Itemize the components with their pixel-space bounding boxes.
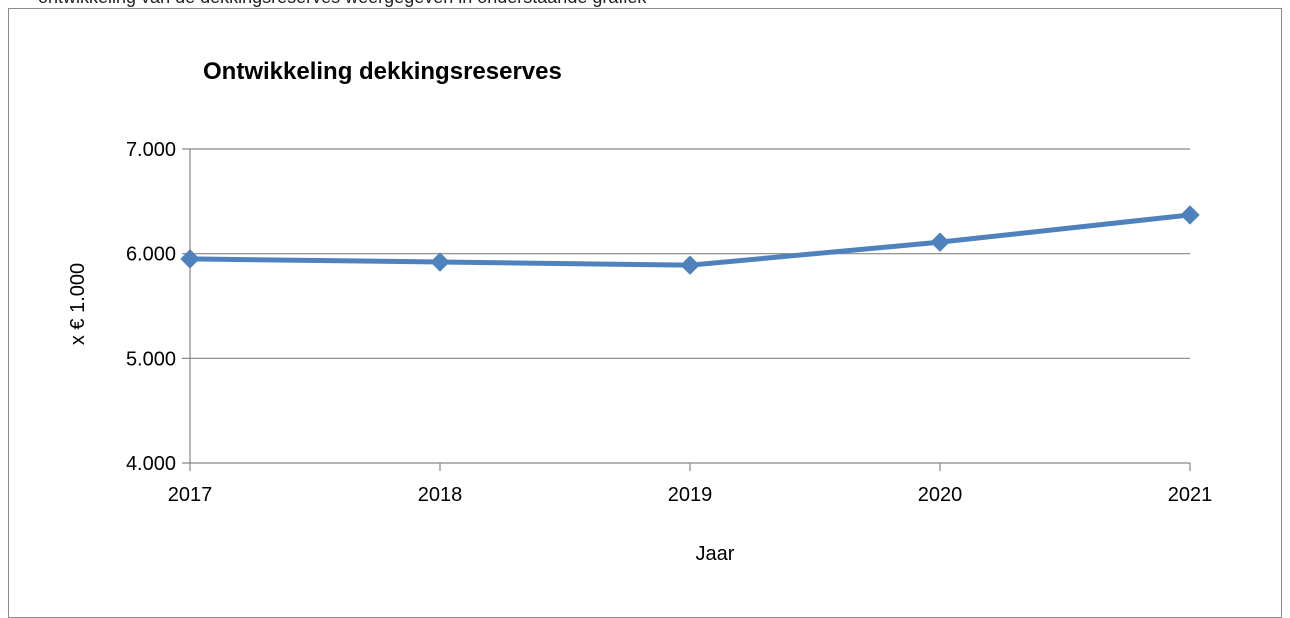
x-axis-label: Jaar (696, 543, 735, 565)
chart-title: Ontwikkeling dekkingsreserves (203, 58, 562, 85)
x-tick-label: 2019 (668, 484, 713, 506)
y-tick-label: 5.000 (126, 348, 176, 370)
series (180, 205, 1200, 275)
y-tick-label: 4.000 (126, 453, 176, 475)
x-tick-label: 2018 (418, 484, 463, 506)
data-point-marker (180, 249, 200, 269)
x-tick-label: 2021 (1168, 484, 1213, 506)
x-tick-label: 2017 (168, 484, 213, 506)
y-tick-label: 6.000 (126, 244, 176, 266)
page-text-fragment: ontwikkeling van de dekkingsreserves wee… (0, 0, 1290, 8)
data-point-marker (680, 255, 700, 275)
x-tick-labels: 2017 2018 2019 2020 2021 (168, 484, 1213, 506)
x-tick-label: 2020 (918, 484, 963, 506)
data-point-marker (930, 232, 950, 252)
data-point-marker (1180, 205, 1200, 225)
y-tick-label: 7.000 (126, 139, 176, 161)
y-axis-label: x € 1.000 (67, 263, 89, 345)
chart-frame (8, 8, 1282, 618)
gridlines (190, 148, 1190, 359)
axes (182, 148, 1191, 471)
y-tick-labels: 4.000 5.000 6.000 7.000 (126, 139, 176, 475)
data-point-marker (430, 252, 450, 272)
line-chart: Ontwikkeling dekkingsreserves 4.000 5.000… (67, 58, 1213, 565)
